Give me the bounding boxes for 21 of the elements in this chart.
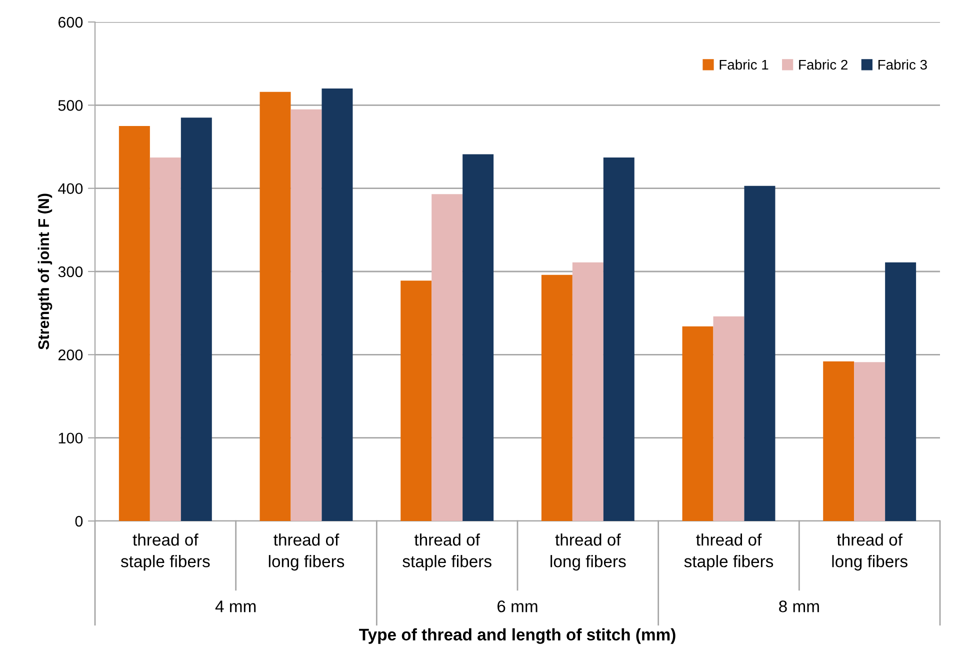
y-tick-label: 0 (75, 516, 83, 527)
y-tick-label: 500 (58, 100, 83, 111)
y-tick-label: 100 (58, 432, 83, 444)
x-tick-label: thread of staple fibers (402, 533, 492, 571)
y-tick-label: 200 (58, 350, 83, 360)
x-tick-label: thread of staple fibers (684, 533, 774, 571)
text: 6 mm (498, 600, 538, 612)
text: 4 mm (215, 600, 256, 612)
legend-label: Fabric 2 (799, 59, 848, 70)
y-axis-title: Strength of joint F (N) (38, 194, 52, 350)
x-tick-label: thread of long fibers (832, 533, 908, 571)
y-tick-label: 300 (58, 266, 83, 278)
text: 8 mm (779, 600, 819, 612)
x-tick-label: thread of long fibers (550, 533, 626, 571)
y-tick-label: 600 (58, 16, 83, 28)
x-tick-label: thread of long fibers (268, 533, 344, 571)
legend-label: Fabric 1 (720, 59, 768, 70)
x-tick-label: thread of staple fibers (120, 533, 210, 571)
y-tick-label: 400 (58, 183, 83, 194)
x-axis-title: Type of thread and length of stitch (mm) (359, 628, 676, 644)
legend-label: Fabric 3 (878, 59, 927, 70)
